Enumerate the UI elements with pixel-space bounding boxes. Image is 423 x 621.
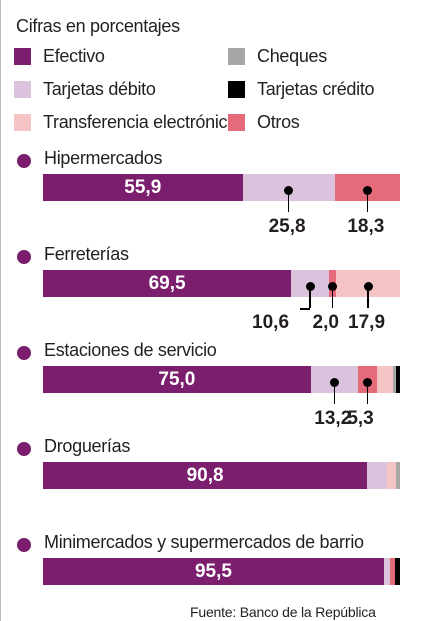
callout-line bbox=[287, 190, 290, 212]
callout-value: 17,9 bbox=[348, 312, 386, 333]
callout-value: 13,2 bbox=[314, 408, 352, 429]
category-bullet bbox=[17, 154, 31, 168]
callout-elbow bbox=[300, 308, 311, 310]
callout-line bbox=[333, 382, 336, 404]
stacked-bar: 55,9 bbox=[43, 174, 400, 201]
legend: Efectivo Cheques Tarjetas débito Tarjetas c… bbox=[14, 46, 414, 146]
bar-segment-transferencia-electr-nica bbox=[386, 462, 397, 489]
bar-segment-transferencia-electr-nica bbox=[376, 366, 393, 393]
legend-swatch bbox=[228, 114, 245, 131]
bar-segment-otros bbox=[390, 558, 395, 585]
category-title: Droguerías bbox=[44, 436, 131, 456]
category-bullet bbox=[17, 250, 31, 264]
legend-item: Tarjetas crédito bbox=[228, 79, 375, 100]
callout-line bbox=[366, 382, 369, 404]
category-title: Ferreterías bbox=[44, 244, 129, 264]
callout-value: 5,3 bbox=[347, 408, 374, 429]
callout-line bbox=[309, 286, 311, 308]
stacked-bar: 95,5 bbox=[43, 558, 400, 585]
category-bullet bbox=[17, 442, 31, 456]
legend-item: Efectivo bbox=[14, 46, 105, 67]
legend-swatch bbox=[228, 48, 245, 65]
bar-segment-efectivo: 55,9 bbox=[43, 174, 243, 201]
stacked-bar: 69,5 bbox=[43, 270, 400, 297]
bar-segment-efectivo: 90,8 bbox=[43, 462, 368, 489]
bar-segment-tarjetas-d-bito bbox=[383, 558, 391, 585]
legend-swatch bbox=[14, 48, 31, 65]
legend-swatch bbox=[14, 114, 31, 131]
legend-label: Otros bbox=[257, 112, 300, 132]
callout-line bbox=[331, 286, 334, 308]
stacked-bar: 90,8 bbox=[43, 462, 400, 489]
bar-segment-tarjetas-cr-dito bbox=[394, 558, 400, 585]
stacked-bar: 75,0 bbox=[43, 366, 400, 393]
callout-value: 18,3 bbox=[347, 216, 385, 237]
bar-segment-cheques bbox=[396, 462, 400, 489]
callout-value: 10,6 bbox=[252, 312, 290, 333]
frame-border bbox=[0, 0, 1, 621]
category-title: Estaciones de servicio bbox=[44, 340, 217, 360]
bar-segment-cheques bbox=[392, 366, 397, 393]
source-note: Fuente: Banco de la República bbox=[190, 604, 376, 620]
bar-segment-tarjetas-d-bito bbox=[367, 462, 387, 489]
legend-item: Cheques bbox=[228, 46, 327, 67]
callout-line bbox=[366, 190, 369, 212]
category-title: Minimercados y supermercados de barrio bbox=[44, 532, 364, 552]
category-bullet bbox=[17, 346, 31, 360]
category-bullet bbox=[17, 538, 31, 552]
legend-item: Transferencia electrónica bbox=[14, 112, 237, 133]
callout-line bbox=[367, 286, 369, 308]
legend-label: Transferencia electrónica bbox=[43, 112, 237, 132]
legend-label: Efectivo bbox=[43, 46, 105, 66]
bar-segment-efectivo: 75,0 bbox=[43, 366, 311, 393]
chart-subtitle: Cifras en porcentajes bbox=[16, 16, 180, 36]
legend-item: Tarjetas débito bbox=[14, 79, 156, 100]
callout-value: 2,0 bbox=[312, 312, 339, 333]
legend-swatch bbox=[228, 81, 245, 98]
callout-value: 25,8 bbox=[268, 216, 306, 237]
legend-label: Tarjetas crédito bbox=[257, 79, 375, 99]
legend-swatch bbox=[14, 81, 31, 98]
bar-segment-tarjetas-cr-dito bbox=[396, 366, 400, 393]
legend-item: Otros bbox=[228, 112, 300, 133]
legend-label: Cheques bbox=[257, 46, 327, 66]
category-title: Hipermercados bbox=[44, 148, 163, 168]
bar-segment-efectivo: 69,5 bbox=[43, 270, 292, 297]
legend-label: Tarjetas débito bbox=[43, 79, 156, 99]
bar-segment-efectivo: 95,5 bbox=[43, 558, 384, 585]
